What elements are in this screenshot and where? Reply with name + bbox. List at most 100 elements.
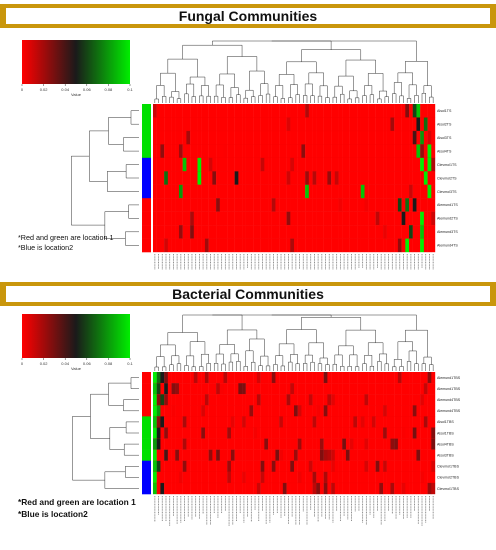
dendrogram-branch [191,96,196,103]
heatmap-cell [405,460,410,473]
heatmap-cell [268,104,272,118]
heatmap-cell [412,372,417,384]
heatmap-cell [153,438,157,450]
heatmap-cell [260,225,265,239]
heatmap-cell [334,460,339,473]
group-color-bar [142,471,151,484]
heatmap-cell [249,416,254,428]
heatmap-cell [238,416,243,428]
heatmap-cell [364,117,369,132]
heatmap-cell [201,482,206,495]
heatmap-cell [297,171,302,185]
heatmap-cell [242,394,246,406]
heatmap-cell [364,130,369,145]
heatmap-cell [286,144,291,159]
heatmap-cell [386,157,391,172]
heatmap-cell [282,225,287,239]
heatmap-cell [182,157,187,172]
heatmap-cell [186,144,191,159]
heatmap-cell [186,198,191,212]
heatmap-cell [383,460,387,473]
heatmap-cell [386,372,391,384]
heatmap-cell [412,144,417,159]
heatmap-cell [312,225,317,239]
heatmap-cell [412,460,417,473]
heatmap-cell [338,171,343,185]
heatmap-cell [301,383,306,395]
heatmap-cell [319,482,324,495]
heatmap-cell [282,372,287,384]
heatmap-cell [171,171,176,185]
heatmap-cell [394,144,399,159]
heatmap-cell [178,211,183,226]
heatmap-cell [412,405,417,417]
heatmap-cell [190,238,195,253]
heatmap-cell [416,449,421,461]
heatmap-cell [297,405,302,417]
heatmap-cell [416,394,421,406]
heatmap-cell [208,449,213,461]
heatmap-cell [301,482,306,495]
heatmap-cell [175,130,180,145]
heatmap-cell [390,144,395,159]
heatmap-cell [394,130,399,145]
row-label: Alemund4TBS [437,409,461,413]
heatmap-cell [360,482,365,495]
heatmap-cell [275,238,280,253]
heatmap-cell [160,225,165,239]
heatmap-cell [294,449,298,461]
heatmap-cell [212,171,217,185]
heatmap-cell [227,471,232,484]
heatmap-cell [238,449,243,461]
heatmap-cell [312,438,317,450]
heatmap-cell [412,225,417,239]
heatmap-cell [394,117,399,132]
heatmap-cell [334,449,339,461]
heatmap-cell [394,394,399,406]
heatmap-cell [301,144,306,159]
heatmap-cell [342,238,347,253]
heatmap-cell [216,198,220,212]
heatmap-cell [238,157,243,172]
heatmap-cell [386,427,391,439]
heatmap-cell [431,117,436,132]
heatmap-cell [371,157,376,172]
heatmap-cell [238,438,243,450]
heatmap-cell [249,460,254,473]
group-color-bar [142,225,151,239]
dendrogram-branch [364,85,373,96]
group-color-bar [142,130,151,145]
row-dendrogram [71,110,139,246]
color-key-tick-label: 0.02 [40,87,49,92]
dendrogram-branch [212,314,332,318]
heatmap-cell [364,427,369,439]
heatmap-cell [323,117,328,132]
heatmap-cell [260,130,265,145]
dendrogram-branch [167,332,198,345]
heatmap-cell [245,104,250,118]
heatmap-cell [416,405,421,417]
heatmap-cell [249,449,254,461]
heatmap-cell [253,383,258,395]
heatmap-cell [271,130,276,145]
heatmap-cell [371,130,376,145]
heatmap-cell [182,238,187,253]
heatmap-cell [156,383,161,395]
heatmap-cell [368,471,373,484]
heatmap-cell [375,460,380,473]
heatmap-cell [178,405,183,417]
heatmap-cell [319,372,324,384]
heatmap-cell [156,460,161,473]
heatmap-cell [227,372,232,384]
heatmap-cell [245,427,250,439]
dendrogram-branch [406,361,412,371]
heatmap-cell [360,383,365,395]
heatmap-cell [294,171,298,185]
heatmap-cell [164,104,169,118]
dendrogram-branch [191,366,196,371]
heatmap-cell [305,130,310,145]
heatmap-cell [323,394,328,406]
heatmap-cell [383,438,387,450]
heatmap-cell [182,225,187,239]
group-color-bar [142,427,151,439]
